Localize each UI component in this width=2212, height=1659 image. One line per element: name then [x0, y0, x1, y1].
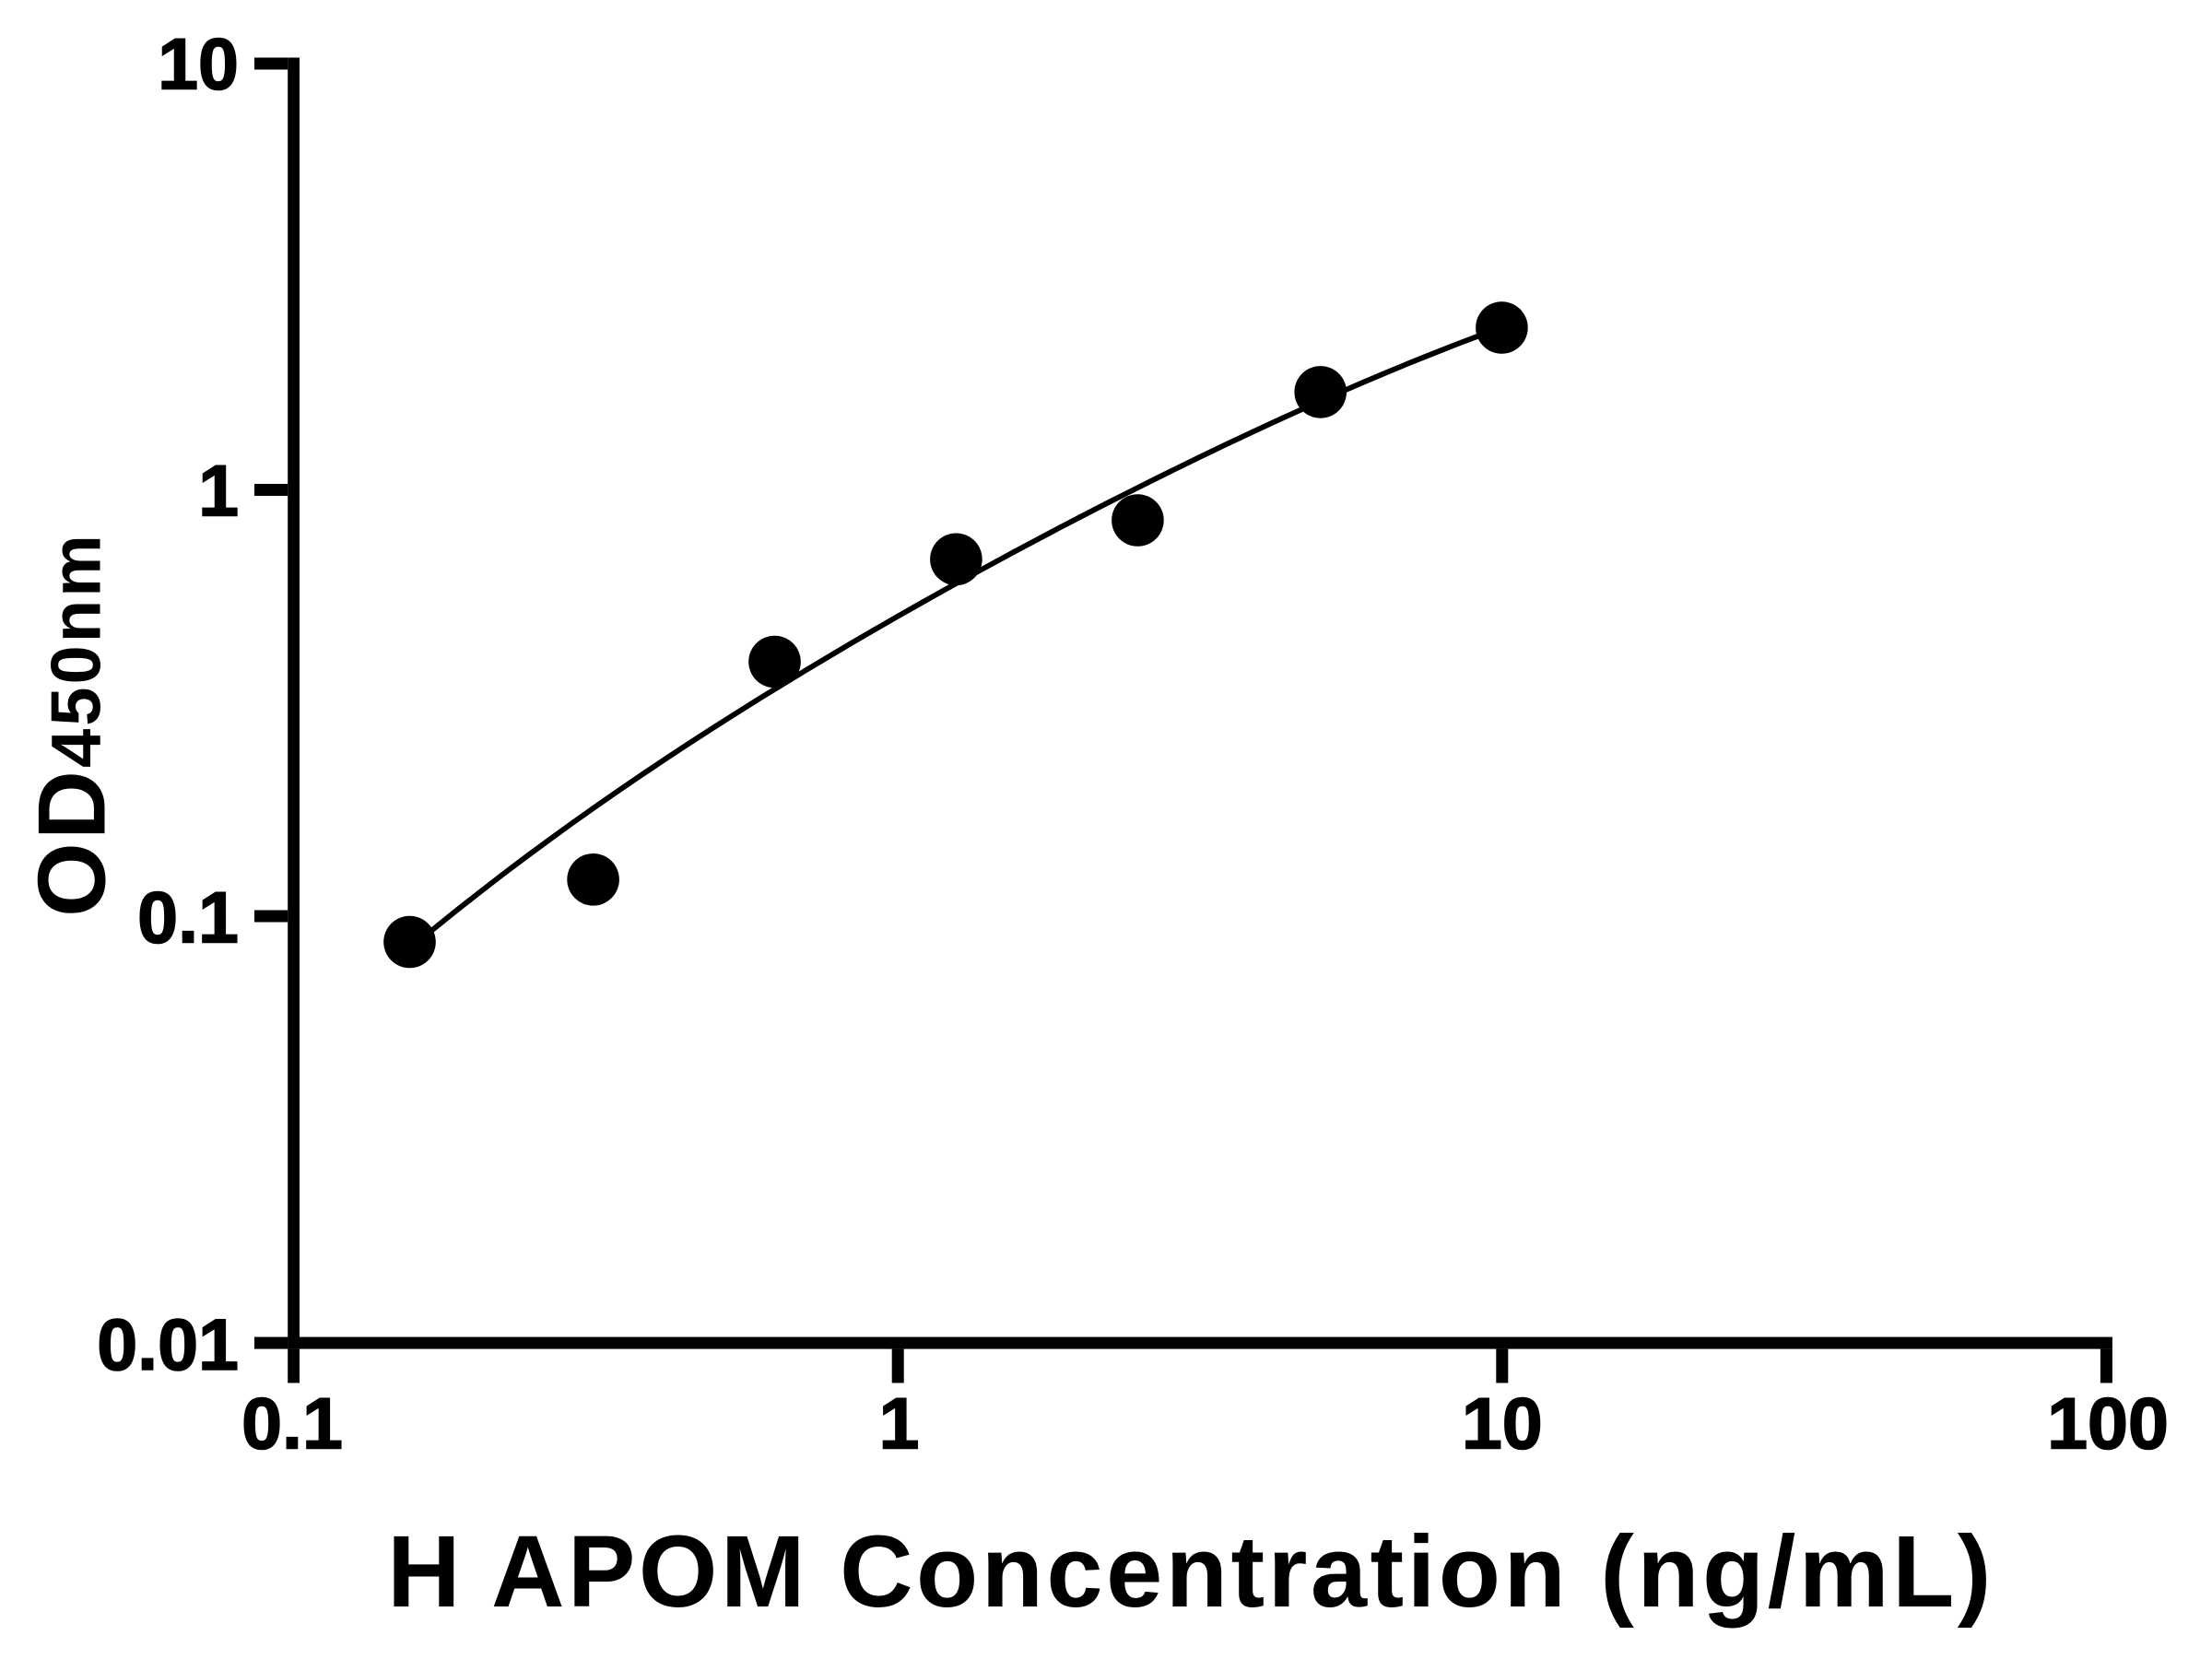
svg-text:0.01: 0.01 [97, 1303, 239, 1385]
svg-text:1: 1 [198, 450, 239, 532]
svg-text:10: 10 [1462, 1382, 1543, 1464]
svg-text:H APOM Concentration (ng/mL): H APOM Concentration (ng/mL) [387, 1515, 1994, 1629]
svg-text:10: 10 [158, 23, 239, 105]
svg-text:0.1: 0.1 [241, 1382, 343, 1464]
svg-text:OD450nm: OD450nm [19, 532, 126, 917]
svg-text:1: 1 [879, 1382, 920, 1464]
svg-text:100: 100 [2047, 1382, 2169, 1464]
svg-text:0.1: 0.1 [137, 876, 239, 958]
